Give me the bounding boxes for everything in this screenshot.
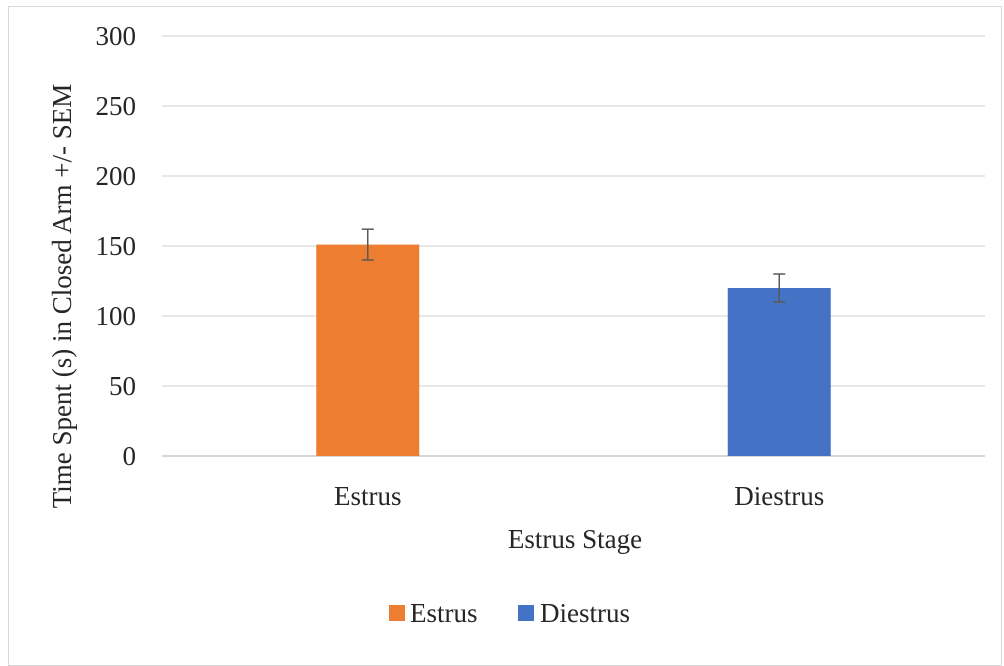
bars [316, 244, 831, 456]
bar [316, 244, 420, 456]
chart-frame [8, 6, 1002, 666]
error-bars [361, 228, 786, 303]
y-tick-label: 50 [109, 371, 136, 401]
y-axis-ticks: 0 50 100 150 200 250 300 [96, 21, 137, 471]
y-tick-label: 0 [123, 441, 137, 471]
bar [727, 288, 831, 456]
y-tick-label: 200 [96, 161, 137, 191]
gridlines [162, 35, 985, 457]
legend-swatch [518, 605, 534, 621]
y-tick-label: 250 [96, 91, 137, 121]
legend: Estrus Diestrus [389, 598, 630, 628]
x-tick-label: Diestrus [734, 481, 824, 511]
y-tick-label: 100 [96, 301, 137, 331]
y-tick-label: 300 [96, 21, 137, 51]
x-axis-title: Estrus Stage [508, 524, 642, 554]
y-axis-title: Time Spent (s) in Closed Arm +/- SEM [47, 84, 77, 509]
x-tick-label: Estrus [334, 481, 402, 511]
legend-label: Diestrus [540, 598, 630, 628]
legend-label: Estrus [410, 598, 478, 628]
x-axis-ticks: Estrus Diestrus [334, 481, 824, 511]
legend-swatch [389, 605, 405, 621]
y-tick-label: 150 [96, 231, 137, 261]
